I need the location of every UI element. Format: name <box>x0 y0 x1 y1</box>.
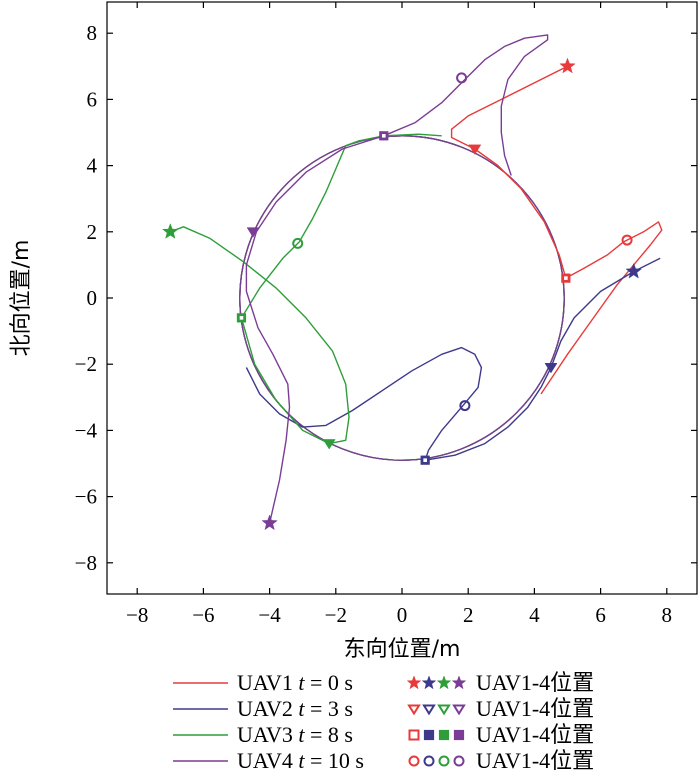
legend-series-label: UAV2 t = 3 s <box>237 696 353 721</box>
series-line-uav1 <box>450 65 663 395</box>
legend-series-label: UAV1 t = 0 s <box>237 670 353 695</box>
legend-circle-icon <box>408 755 420 767</box>
legend-marker-label: UAV1-4位置 <box>476 670 594 695</box>
legend-series-label: UAV4 t = 10 s <box>237 748 364 773</box>
legend-row-4: UAV4 t = 10 s UAV1-4位置 <box>173 748 594 773</box>
x-tick-label: −4 <box>258 603 281 627</box>
reference-circle-layer <box>239 135 565 461</box>
legend-row-2: UAV2 t = 3 s UAV1-4位置 <box>173 696 594 721</box>
legend-uav-name: UAV1 <box>237 670 298 695</box>
y-tick-label: 8 <box>87 21 98 45</box>
marker-t8-center-uav2 <box>423 458 427 462</box>
marker-t3-uav2 <box>544 363 558 374</box>
y-tick-label: −6 <box>75 485 97 509</box>
marker-t10-uav4 <box>456 72 468 84</box>
x-tick-label: 2 <box>463 603 474 627</box>
y-tick-label: 4 <box>87 154 98 178</box>
legend-time-value: = 0 s <box>304 670 352 695</box>
legend-circle-icon <box>423 755 435 767</box>
legend-square-icon <box>438 729 450 741</box>
legend-square-icon <box>408 729 420 741</box>
marker-t10-uav1 <box>621 234 633 246</box>
marker-t0-uav1 <box>559 57 576 74</box>
marker-t8-center-uav4 <box>381 134 386 138</box>
y-tick-label: 2 <box>87 220 98 244</box>
marker-layer <box>162 57 642 531</box>
legend-uav-name: UAV3 <box>237 722 298 747</box>
legend-time-value: = 10 s <box>304 748 363 773</box>
legend-star-icon <box>451 675 467 690</box>
legend-uav-name: UAV4 <box>237 748 298 773</box>
marker-t0-uav4 <box>261 514 278 531</box>
legend-circle-icon <box>438 755 450 767</box>
legend-star-icon <box>421 675 437 690</box>
series-line-uav4 <box>245 34 549 524</box>
legend-square-icon <box>453 729 465 741</box>
legend-marker-label: UAV1-4位置 <box>476 748 594 773</box>
series-line-uav3 <box>170 133 442 445</box>
legend: UAV1 t = 0 s UAV1-4位置 UAV2 t = 3 s UAV1-4位置… <box>173 670 594 773</box>
x-tick-label: 8 <box>662 603 673 627</box>
marker-t3-uav1 <box>468 144 482 155</box>
legend-time-symbol: t <box>298 696 305 721</box>
y-tick-label: −8 <box>75 551 97 575</box>
series-line-uav2 <box>245 257 661 461</box>
marker-t3-uav3 <box>322 439 336 450</box>
marker-t10-uav2 <box>459 400 471 412</box>
x-tick-label: −8 <box>126 603 148 627</box>
x-tick-label: −2 <box>325 603 347 627</box>
tick-layer: −8 −6 −4 −2 0 2 4 6 8 −8 −6 −4 −2 0 2 4 6 8 <box>75 2 697 627</box>
legend-row-3: UAV3 t = 8 s UAV1-4位置 <box>173 722 594 747</box>
legend-marker-label: UAV1-4位置 <box>476 722 594 747</box>
legend-uav-name: UAV2 <box>237 696 298 721</box>
series-layer <box>170 34 663 524</box>
legend-triangle-icon <box>422 704 436 716</box>
marker-t0-uav3 <box>162 223 179 239</box>
legend-time-symbol: t <box>298 748 305 773</box>
legend-star-icon <box>436 675 452 690</box>
x-axis-label: 东向位置/m <box>344 637 461 662</box>
y-tick-label: 6 <box>87 87 98 111</box>
legend-row-1: UAV1 t = 0 s UAV1-4位置 <box>173 670 594 695</box>
legend-time-symbol: t <box>298 670 305 695</box>
legend-time-value: = 8 s <box>304 722 352 747</box>
marker-t8-center-uav3 <box>239 316 244 320</box>
legend-square-icon <box>423 729 435 741</box>
legend-time-value: = 3 s <box>304 696 352 721</box>
reference-circle-4 <box>239 135 565 461</box>
x-tick-label: 4 <box>529 603 540 627</box>
legend-time-symbol: t <box>298 722 305 747</box>
marker-t8-center-uav1 <box>564 276 568 280</box>
y-tick-label: −2 <box>75 352 97 376</box>
y-axis-label: 北向位置/m <box>9 240 34 357</box>
marker-t3-uav4 <box>246 227 260 238</box>
x-tick-label: 6 <box>595 603 606 627</box>
x-tick-label: −6 <box>192 603 214 627</box>
legend-marker-label: UAV1-4位置 <box>476 696 594 721</box>
x-tick-label: 0 <box>397 603 408 627</box>
legend-star-icon <box>406 675 422 690</box>
y-tick-label: −4 <box>75 418 98 442</box>
marker-t10-uav3 <box>292 237 304 249</box>
legend-series-label: UAV3 t = 8 s <box>237 722 353 747</box>
legend-circle-icon <box>453 755 465 767</box>
y-tick-label: 0 <box>87 286 98 310</box>
legend-triangle-icon <box>407 704 421 716</box>
legend-triangle-icon <box>452 704 466 716</box>
legend-triangle-icon <box>437 704 451 716</box>
marker-t0-uav2 <box>625 262 642 279</box>
